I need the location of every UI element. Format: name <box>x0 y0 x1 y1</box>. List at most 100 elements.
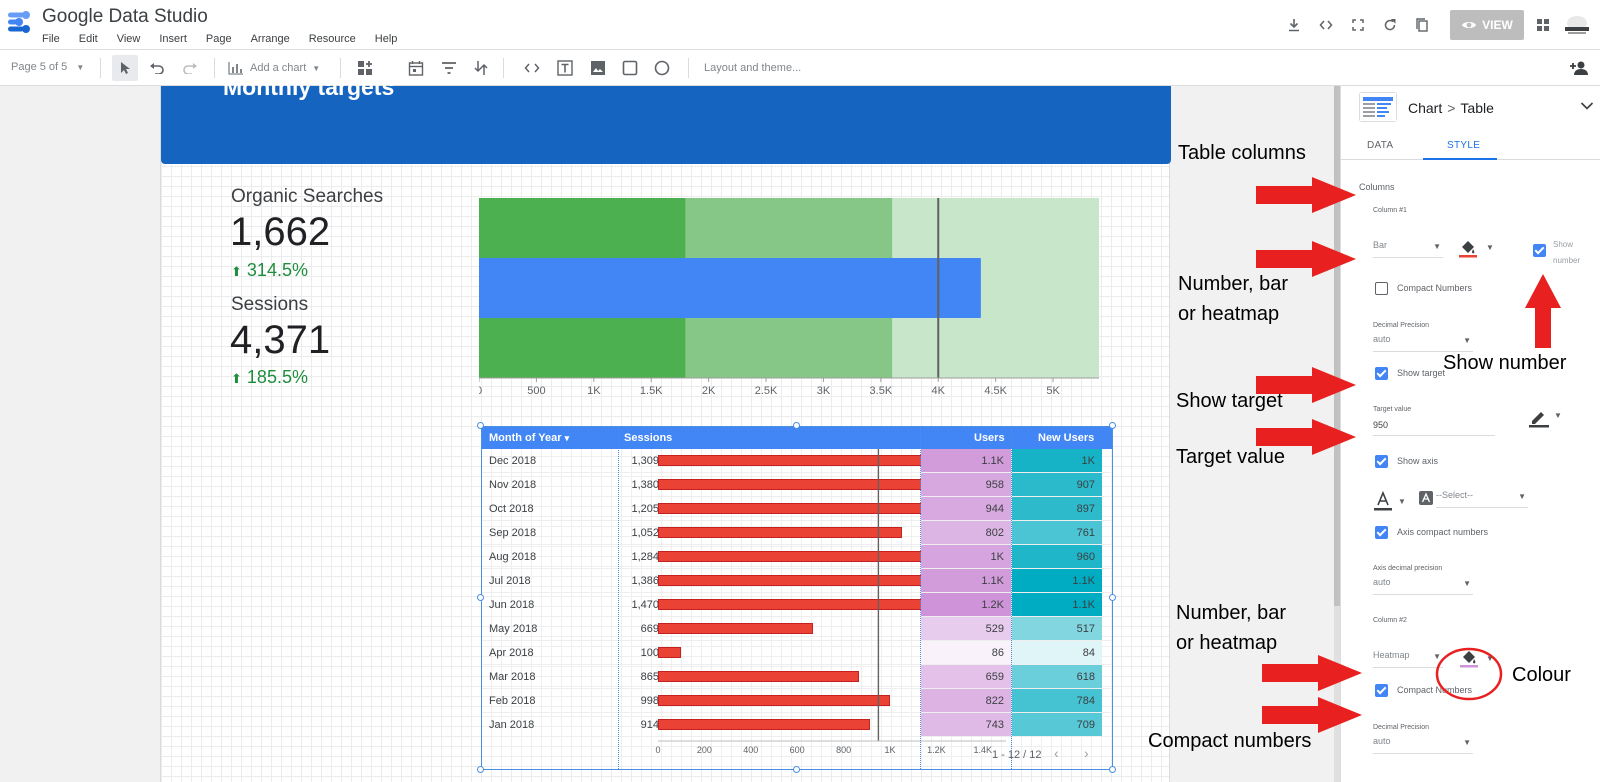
resize-handle[interactable] <box>793 422 800 429</box>
sessions-table[interactable]: Month of Year ▾ Sessions Users New Users… <box>481 426 1113 770</box>
resize-handle[interactable] <box>477 594 484 601</box>
column-2-decimal-precision-select[interactable]: auto ▼ <box>1373 736 1473 754</box>
resize-handle[interactable] <box>1109 422 1116 429</box>
font-family-select[interactable]: --Select-- ▼ <box>1436 490 1528 508</box>
layout-and-theme-button[interactable]: Layout and theme... <box>704 62 802 74</box>
resize-handle[interactable] <box>793 766 800 773</box>
data-control-icon[interactable] <box>468 55 494 81</box>
filter-control-icon[interactable] <box>436 55 462 81</box>
column-2-compact-numbers-checkbox[interactable] <box>1375 684 1388 697</box>
text-color-icon[interactable] <box>1373 490 1393 512</box>
target-value-input[interactable]: 950 <box>1373 416 1495 436</box>
cell-users: 958 <box>921 473 1011 496</box>
circle-icon[interactable] <box>649 55 675 81</box>
resize-handle[interactable] <box>1109 594 1116 601</box>
table-row[interactable]: Feb 2018 998 822 784 <box>482 689 1112 713</box>
menu-help[interactable]: Help <box>374 33 398 45</box>
column-header-month[interactable]: Month of Year ▾ <box>489 432 569 444</box>
header-banner[interactable]: Monthly targets <box>161 74 1171 164</box>
fill-color-icon[interactable] <box>1457 648 1481 668</box>
report-canvas[interactable]: Monthly targets Organic Searches 1,662 ⬆… <box>160 74 1171 782</box>
column-1-display-select[interactable]: Bar ▼ <box>1373 240 1443 258</box>
table-row[interactable]: May 2018 669 529 517 <box>482 617 1112 641</box>
undo-icon[interactable] <box>144 55 170 81</box>
bullet-tick-label: 2.5K <box>755 385 778 397</box>
column-divider <box>618 427 619 769</box>
menu-resource[interactable]: Resource <box>308 33 356 45</box>
table-row[interactable]: Jan 2018 914 743 709 <box>482 713 1112 737</box>
fullscreen-icon[interactable] <box>1342 10 1374 40</box>
resize-handle[interactable] <box>1109 766 1116 773</box>
table-row[interactable]: Oct 2018 1,205 944 897 <box>482 497 1112 521</box>
caret-down-icon[interactable]: ▼ <box>1554 410 1562 420</box>
select-pointer-icon[interactable] <box>112 55 138 81</box>
pencil-color-icon[interactable] <box>1527 406 1551 428</box>
table-row[interactable]: Dec 2018 1,309 1.1K 1K <box>482 449 1112 473</box>
menu-arrange[interactable]: Arrange <box>250 33 290 45</box>
scrollbar-thumb[interactable] <box>1334 86 1340 606</box>
caret-down-icon[interactable]: ▼ <box>1486 242 1494 252</box>
download-icon[interactable] <box>1278 10 1310 40</box>
apps-grid-icon[interactable] <box>1530 10 1556 40</box>
caret-down-icon[interactable]: ▼ <box>1398 496 1406 506</box>
show-target-checkbox[interactable] <box>1375 367 1388 380</box>
cell-sessions: 998 <box>640 695 659 707</box>
date-range-icon[interactable] <box>403 55 429 81</box>
column-header-new-users[interactable]: New Users <box>1038 432 1095 444</box>
caret-down-icon[interactable]: ▼ <box>1486 653 1494 663</box>
show-number-checkbox[interactable] <box>1533 244 1546 257</box>
decimal-precision-select[interactable]: auto ▼ <box>1373 334 1473 352</box>
table-row[interactable]: Nov 2018 1,380 958 907 <box>482 473 1112 497</box>
column-header-users[interactable]: Users <box>974 432 1005 444</box>
tab-style[interactable]: STYLE <box>1447 140 1481 151</box>
sort-desc-icon: ▾ <box>564 433 570 443</box>
show-axis-checkbox[interactable] <box>1375 455 1388 468</box>
menu-insert[interactable]: Insert <box>159 33 187 45</box>
refresh-icon[interactable] <box>1374 10 1406 40</box>
fill-color-icon[interactable] <box>1456 238 1480 258</box>
copy-icon[interactable] <box>1406 10 1438 40</box>
view-button[interactable]: VIEW <box>1450 10 1524 40</box>
share-add-person-icon[interactable] <box>1566 55 1592 81</box>
table-row[interactable]: Aug 2018 1,284 1K 960 <box>482 545 1112 569</box>
url-embed-icon[interactable] <box>519 55 545 81</box>
axis-decimal-precision-select[interactable]: auto ▼ <box>1373 577 1473 595</box>
tab-data[interactable]: DATA <box>1367 140 1394 151</box>
chevron-down-icon[interactable] <box>1580 98 1594 116</box>
menu-view[interactable]: View <box>116 33 141 45</box>
compact-numbers-checkbox[interactable] <box>1375 282 1388 295</box>
redo-icon[interactable] <box>177 55 203 81</box>
column-2-display-select[interactable]: Heatmap ▼ <box>1373 650 1443 668</box>
rectangle-icon[interactable] <box>617 55 643 81</box>
resize-handle[interactable] <box>477 766 484 773</box>
embed-code-icon[interactable] <box>1310 10 1342 40</box>
eye-icon <box>1462 22 1477 28</box>
bullet-chart[interactable]: 0 500 1K 1.5K 2K 2.5K 3K 3.5K 4K 4.5K 5K <box>479 198 1122 408</box>
menu-edit[interactable]: Edit <box>78 33 98 45</box>
account-logo-icon[interactable] <box>1560 12 1594 38</box>
chevron-left-icon[interactable]: ‹ <box>1054 745 1059 761</box>
table-row[interactable]: Jul 2018 1,386 1.1K 1.1K <box>482 569 1112 593</box>
table-row[interactable]: Apr 2018 100 86 84 <box>482 641 1112 665</box>
page-selector[interactable]: Page 5 of 5 ▼ <box>11 61 84 73</box>
text-box-icon[interactable] <box>552 55 578 81</box>
axis-compact-numbers-checkbox[interactable] <box>1375 526 1388 539</box>
table-row[interactable]: Sep 2018 1,052 802 761 <box>482 521 1112 545</box>
menu-page[interactable]: Page <box>205 33 232 45</box>
menu-file[interactable]: File <box>42 33 60 45</box>
annotation-arrow-icon <box>1256 241 1356 277</box>
column-divider <box>1011 427 1012 769</box>
cell-month: Jan 2018 <box>489 719 535 731</box>
add-control-icon[interactable] <box>353 55 379 81</box>
column-header-sessions[interactable]: Sessions <box>624 432 673 444</box>
add-chart-button[interactable]: Add a chart ▼ <box>228 55 320 81</box>
resize-handle[interactable] <box>477 422 484 429</box>
breadcrumb-chart: Chart <box>1408 100 1443 116</box>
chevron-right-icon[interactable]: › <box>1084 745 1089 761</box>
cell-sessions: 1,380 <box>631 479 659 491</box>
menu-bar: File Edit View Insert Page Arrange Resou… <box>42 33 416 45</box>
table-row[interactable]: Mar 2018 865 659 618 <box>482 665 1112 689</box>
table-row[interactable]: Jun 2018 1,470 1.2K 1.1K <box>482 593 1112 617</box>
image-icon[interactable] <box>585 55 611 81</box>
table-chart-icon <box>1359 92 1397 122</box>
